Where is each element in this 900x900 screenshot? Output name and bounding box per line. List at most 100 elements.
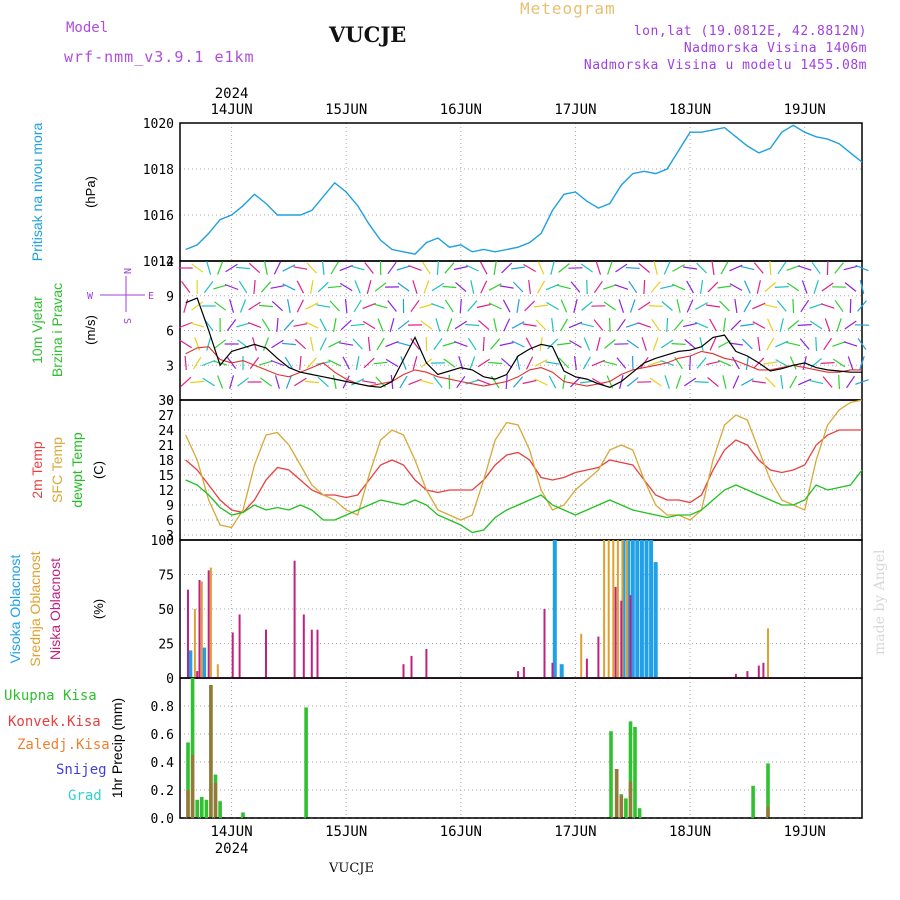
wind-direction-arrow [363, 357, 375, 369]
wind-direction-arrow [431, 282, 445, 292]
wind-direction-arrow [717, 285, 732, 289]
wind-direction-arrow [299, 355, 302, 371]
wind-direction-arrow [247, 321, 262, 329]
wind-direction-arrow [453, 341, 468, 347]
wind-direction-arrow [339, 342, 354, 346]
wind-direction-arrow [786, 341, 801, 347]
wind-direction-arrow [823, 337, 832, 351]
wind-direction-arrow [740, 265, 755, 271]
cloud-bar-2 [238, 614, 241, 678]
temperature-tick-label: 3 [166, 529, 174, 544]
compass-west: W [87, 291, 94, 302]
wind-unit: (m/s) [83, 315, 98, 345]
wind-direction-arrow [859, 280, 865, 294]
wind-direction-arrow [603, 301, 616, 311]
cloud-bar-2 [187, 589, 189, 678]
cloud-bar-2 [425, 649, 428, 678]
compass-north: N [121, 268, 132, 274]
wind-direction-arrow [270, 285, 285, 289]
cloud-bar-1 [209, 567, 212, 678]
wind-direction-arrow [683, 377, 697, 387]
wind-direction-arrow [743, 299, 752, 313]
wind-direction-arrow [671, 343, 686, 345]
wind-direction-arrow [775, 340, 789, 348]
wind-direction-arrow [400, 356, 407, 370]
wind-direction-arrow [206, 337, 212, 351]
wind-direction-arrow [351, 378, 365, 386]
wind-direction-arrow [637, 322, 651, 328]
wind-direction-arrow [672, 264, 685, 272]
wind-direction-arrow [316, 304, 331, 308]
wind-direction-arrow [305, 302, 319, 310]
wind-direction-arrow [556, 342, 571, 346]
cloud-bar-2 [207, 570, 210, 678]
bottom-day-label: 14JUN [211, 824, 253, 840]
wind-direction-arrow [214, 301, 227, 311]
wind-direction-arrow [573, 299, 578, 313]
wind-direction-arrow [264, 260, 268, 276]
wind-direction-arrow [757, 337, 761, 351]
precip-bar-1 [213, 783, 218, 818]
wind-direction-arrow [459, 298, 462, 314]
wind-direction-arrow [362, 302, 376, 310]
meteogram-label: Meteogram [520, 0, 616, 18]
wind-direction-arrow [711, 261, 715, 275]
wind-direction-arrow [271, 339, 284, 349]
cloud-bar-1 [767, 628, 769, 678]
wind-direction-arrow [857, 300, 867, 312]
wind-direction-arrow [306, 262, 318, 274]
wind-direction-arrow [476, 303, 491, 309]
cloud-bar-2 [620, 600, 623, 678]
wind-direction-arrow [574, 356, 577, 370]
wind-direction-arrow [453, 265, 468, 271]
wind-tick-label: 6 [166, 325, 174, 340]
wind-direction-arrow [857, 337, 867, 351]
cloud-bar-1 [580, 633, 583, 678]
wind-direction-arrow [236, 266, 251, 270]
temperature-tick-label: 21 [158, 439, 174, 454]
wind-direction-arrow [262, 337, 270, 351]
wind-direction-arrow [201, 359, 216, 367]
wind-direction-arrow [815, 336, 818, 352]
top-year-label: 2024 [215, 86, 249, 102]
wind-tick-label: 9 [166, 290, 174, 305]
wind-direction-arrow [734, 299, 738, 313]
pressure-tick-label: 1020 [143, 117, 174, 132]
wind-direction-arrow [285, 375, 292, 389]
wind-direction-arrow [846, 375, 855, 389]
cloud-bar-2 [746, 671, 749, 678]
wind-direction-arrow [764, 282, 777, 292]
wind-direction-arrow [838, 374, 840, 390]
wind-direction-arrow [328, 359, 342, 367]
precip-bar-0 [218, 801, 222, 818]
wind-tick-label: 3 [166, 359, 174, 374]
wind-direction-arrow [720, 261, 729, 275]
wind-direction-arrow [516, 299, 520, 313]
temp-unit: (C) [91, 461, 106, 479]
wind-direction-arrow [238, 280, 248, 294]
wind-direction-arrow [607, 261, 613, 275]
wind-direction-arrow [558, 263, 570, 273]
wind-direction-arrow [202, 377, 215, 387]
wind-direction-arrow [546, 301, 559, 311]
wind-direction-arrow [293, 266, 308, 270]
clouds-tick-label: 25 [158, 638, 174, 653]
wind-direction-arrow [615, 263, 628, 273]
wind-direction-arrow [834, 262, 844, 274]
wind-direction-arrow [707, 377, 719, 387]
wind-direction-arrow [423, 280, 430, 294]
wind-direction-arrow [686, 280, 695, 294]
temperature-line-0 [185, 429, 862, 514]
wind-direction-arrow [741, 378, 754, 386]
wind-direction-arrow [820, 362, 835, 364]
wind-direction-arrow [442, 341, 457, 347]
wind-direction-arrow [766, 337, 775, 351]
wind-direction-arrow [511, 321, 525, 329]
wind-direction-arrow [237, 377, 249, 387]
wind-direction-arrow [444, 262, 455, 274]
wind-direction-arrow [305, 321, 319, 329]
cloud-bar-0 [188, 650, 193, 678]
wind-direction-arrow [603, 284, 617, 290]
top-day-label: 17JUN [554, 102, 596, 118]
wind-direction-arrow [653, 261, 658, 275]
